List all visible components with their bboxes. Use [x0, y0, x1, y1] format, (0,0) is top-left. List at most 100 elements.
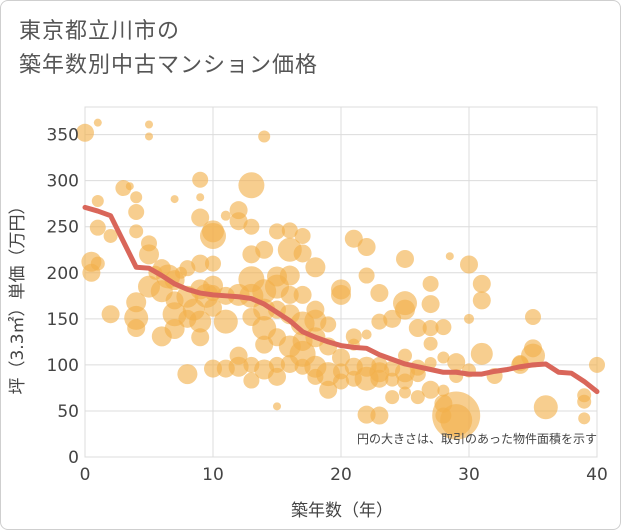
bubble-point — [294, 227, 311, 244]
y-tick-label: 0 — [68, 448, 79, 468]
bubble-point — [396, 249, 414, 268]
bubble-point — [385, 390, 400, 405]
bubble-point — [76, 123, 94, 142]
bubble-point — [189, 310, 212, 333]
y-tick-label: 50 — [57, 402, 79, 422]
bubble-point — [268, 367, 286, 386]
bubble-point — [125, 182, 134, 191]
y-tick-label: 150 — [47, 310, 79, 330]
x-tick-label: 30 — [458, 465, 480, 485]
bubble-point — [422, 320, 439, 337]
bubble-point — [435, 319, 452, 336]
y-tick-label: 300 — [47, 172, 79, 192]
bubble-point — [101, 305, 120, 324]
bubble-point — [398, 348, 412, 363]
bubble-point — [319, 380, 338, 399]
bubble-point — [424, 357, 437, 370]
bubble-point — [128, 204, 145, 220]
bubble-point — [437, 351, 450, 364]
bubble-point — [589, 356, 605, 373]
bubble-point — [408, 319, 427, 338]
chart-title: 東京都立川市の 築年数別中古マンション価格 — [19, 15, 318, 83]
bubble-point — [191, 328, 210, 347]
bubble-point — [533, 395, 558, 420]
bubble-series — [76, 118, 605, 440]
bubble-point — [293, 285, 312, 304]
bubble-point — [204, 298, 222, 317]
bubble-point — [90, 256, 105, 271]
bubble-point — [269, 223, 285, 240]
chart-title-line-2: 築年数別中古マンション価格 — [19, 53, 319, 78]
bubble-point — [447, 353, 466, 372]
bubble-point — [192, 171, 209, 188]
bubble-point — [220, 210, 231, 221]
bubble-point — [228, 356, 249, 377]
bubble-point — [472, 291, 491, 310]
bubble-point — [243, 218, 260, 235]
bubble-point — [89, 219, 106, 236]
bubble-point — [258, 130, 271, 143]
bubble-point — [333, 373, 349, 390]
bubble-point — [191, 208, 210, 227]
bubble-point — [358, 267, 375, 284]
bubble-point — [145, 120, 153, 129]
bubble-point — [255, 240, 274, 259]
bubble-point — [385, 372, 400, 387]
bubble-point — [103, 228, 118, 243]
bubble-point — [370, 284, 389, 303]
bubble-point — [204, 359, 222, 378]
y-tick-labels: 0 50 100 150 200 250 300 350 — [47, 126, 79, 468]
bubble-point — [229, 212, 248, 231]
bubble-point — [191, 254, 210, 273]
bubble-point — [281, 222, 298, 239]
bubble-point — [399, 386, 411, 399]
y-tick-label: 350 — [47, 126, 79, 146]
bubble-point — [361, 329, 372, 340]
bubble-point — [578, 412, 591, 425]
y-tick-label: 200 — [47, 264, 79, 284]
y-axis-title: 坪（3.3㎡）単価（万円） — [8, 197, 28, 394]
bubble-point — [370, 406, 389, 425]
bubble-point — [521, 343, 545, 368]
bubble-point — [177, 364, 198, 385]
y-tick-label: 100 — [47, 356, 79, 376]
bubble-point — [305, 257, 326, 278]
bubble-point — [421, 295, 440, 314]
bubble-point — [130, 191, 143, 204]
bubble-point — [577, 394, 592, 409]
bubble-point — [357, 405, 376, 424]
x-tick-labels: 0 10 20 30 40 — [80, 465, 608, 485]
bubble-point — [423, 336, 438, 351]
bubble-point — [410, 390, 425, 405]
bubble-point — [344, 229, 363, 248]
bubble-point — [145, 132, 153, 141]
chart-title-line-1: 東京都立川市の — [19, 19, 181, 44]
bubble-point — [213, 309, 238, 334]
bubble-point — [422, 275, 439, 292]
bubble-point — [320, 316, 337, 333]
bubble-point — [164, 318, 185, 339]
x-axis-title: 築年数（年） — [291, 501, 393, 521]
x-tick-label: 40 — [586, 465, 608, 485]
bubble-point — [472, 274, 491, 293]
bubble-point — [279, 265, 300, 286]
trend-line — [82, 204, 600, 395]
bubble-point — [93, 118, 102, 127]
bubble-point — [464, 313, 474, 324]
bubble-point — [445, 252, 454, 261]
bubble-point — [421, 380, 440, 399]
bubble-point — [196, 193, 205, 202]
bubble-point — [91, 194, 104, 207]
bubble-point — [440, 404, 473, 437]
x-tick-label: 10 — [202, 465, 224, 485]
x-tick-label: 0 — [80, 465, 91, 485]
bubble-point — [525, 309, 541, 325]
plot-border — [84, 106, 598, 458]
bubble-point — [273, 402, 281, 411]
bubble-size-note: 円の大きさは、取引のあった物件面積を示す — [357, 431, 597, 446]
y-tick-label: 250 — [47, 218, 79, 238]
bubble-point — [395, 299, 415, 320]
bubble-point — [460, 255, 478, 274]
